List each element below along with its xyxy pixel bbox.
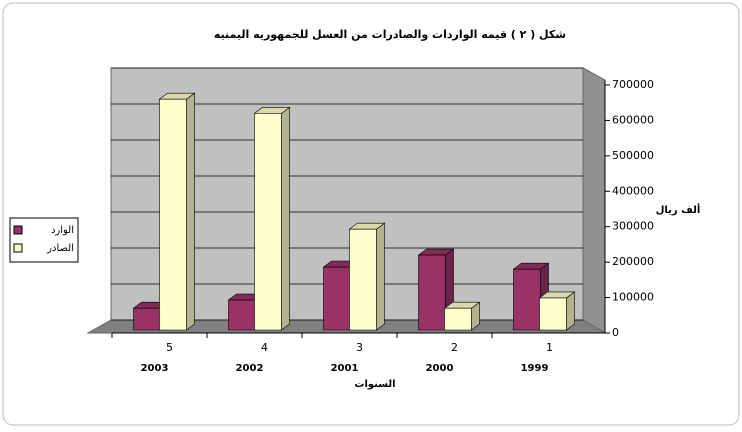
legend [9, 217, 79, 263]
bar [158, 92, 196, 331]
side-wall [582, 67, 606, 334]
bar-face [159, 98, 187, 331]
x-tick-label: 1 [546, 341, 553, 354]
bar-face [444, 307, 472, 331]
x-year-label: 2002 [236, 363, 264, 374]
y-tick-label: 300000 [612, 220, 654, 233]
x-tick-label: 2 [451, 341, 458, 354]
bar [538, 291, 576, 331]
y-tick-label: 500000 [612, 149, 654, 162]
x-year-label: 2000 [426, 363, 454, 374]
bar-face [418, 254, 446, 331]
bar [348, 222, 386, 331]
x-year-label: 2003 [141, 363, 169, 374]
x-tick-label: 3 [356, 341, 363, 354]
bar-face [539, 297, 567, 331]
bar-face [566, 291, 575, 331]
y-tick-label: 0 [612, 326, 619, 339]
x-tick-label: 5 [166, 341, 173, 354]
bar-face [281, 106, 290, 331]
legend-swatch [13, 225, 23, 235]
x-year-label: 2001 [331, 363, 359, 374]
bar-face [513, 268, 541, 331]
y-tick-label: 100000 [612, 291, 654, 304]
y-tick-label: 200000 [612, 255, 654, 268]
x-tick-label: 4 [261, 341, 268, 354]
y-axis-label: ألف ريال [656, 203, 701, 216]
legend-swatch [13, 243, 23, 253]
x-year-label: 1999 [521, 363, 549, 374]
y-tick-label: 600000 [612, 113, 654, 126]
bar-face [323, 266, 351, 331]
bar-face [228, 299, 256, 331]
x-axis-label: السنوات [354, 379, 395, 390]
bar-face [349, 228, 377, 331]
y-tick-label: 400000 [612, 184, 654, 197]
legend-label: الوارد [51, 225, 74, 236]
bar-face [133, 307, 161, 331]
bar [253, 106, 291, 331]
bar-face [186, 92, 195, 331]
y-tick-label: 700000 [612, 78, 654, 91]
bar-face [254, 113, 282, 331]
bar [443, 301, 481, 331]
legend-label: الصادر [46, 243, 74, 254]
chart-title: شكل ( ٢ ) قيمه الواردات والصادرات من الع… [214, 28, 566, 41]
bar-face [376, 222, 385, 331]
